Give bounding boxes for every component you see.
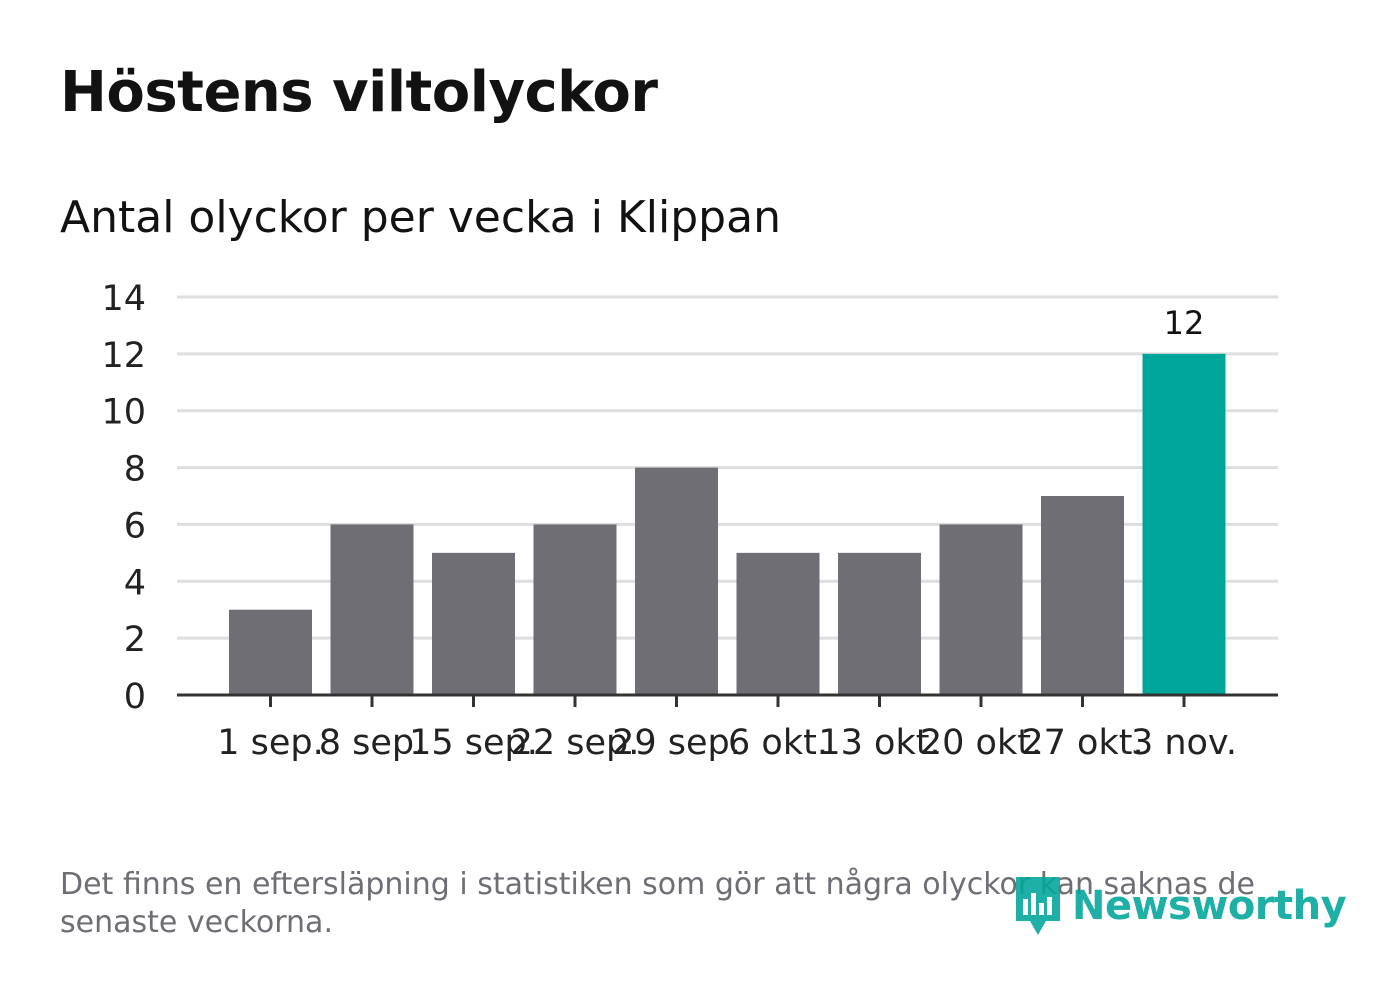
y-tick-label: 0	[124, 677, 146, 717]
bar	[635, 467, 718, 695]
bar	[432, 552, 515, 695]
x-tick-label: 6 okt.	[728, 723, 828, 763]
y-tick-label: 8	[124, 450, 146, 490]
y-tick-label: 12	[101, 336, 146, 376]
x-tick-label: 3 nov.	[1131, 723, 1237, 763]
x-axis-ticks: 1 sep.8 sep.15 sep.22 sep.29 sep.6 okt.1…	[217, 695, 1237, 763]
data-labels: 12	[1164, 304, 1205, 342]
x-tick-label: 27 okt.	[1021, 723, 1143, 763]
x-tick-label: 15 sep.	[409, 723, 538, 763]
newsworthy-logo-icon	[1016, 877, 1060, 935]
bar	[1142, 353, 1226, 695]
chart-title: Höstens viltolyckor	[60, 60, 658, 125]
x-tick-label: 29 sep.	[612, 723, 741, 763]
y-tick-label: 10	[101, 393, 146, 433]
bar	[1041, 496, 1124, 695]
bar	[838, 552, 921, 695]
x-tick-label: 1 sep.	[217, 723, 324, 763]
chart-subtitle: Antal olyckor per vecka i Klippan	[60, 192, 781, 243]
brand-name: Newsworthy	[1072, 883, 1347, 929]
y-tick-label: 2	[124, 620, 146, 660]
x-tick-label: 20 okt.	[920, 723, 1042, 763]
y-axis-ticks: 0 2 4 6 8 10 12 14	[101, 279, 146, 717]
bar	[736, 552, 820, 695]
y-tick-label: 4	[124, 563, 146, 603]
data-label: 12	[1164, 304, 1205, 342]
bar	[939, 524, 1023, 695]
bar-chart: 0 2 4 6 8 10 12 14 1 sep.8 sep.15 sep.22 sep.29…	[101, 279, 1278, 763]
bar	[330, 524, 414, 695]
y-tick-label: 14	[101, 279, 146, 319]
x-tick-label: 8 sep.	[319, 723, 426, 763]
x-tick-label: 22 sep.	[511, 723, 640, 763]
brand-logo: Newsworthy	[1012, 873, 1347, 939]
y-tick-label: 6	[124, 506, 146, 546]
bars	[229, 353, 1226, 695]
x-tick-label: 13 okt.	[818, 723, 940, 763]
bar	[533, 524, 617, 695]
bar	[229, 609, 312, 695]
